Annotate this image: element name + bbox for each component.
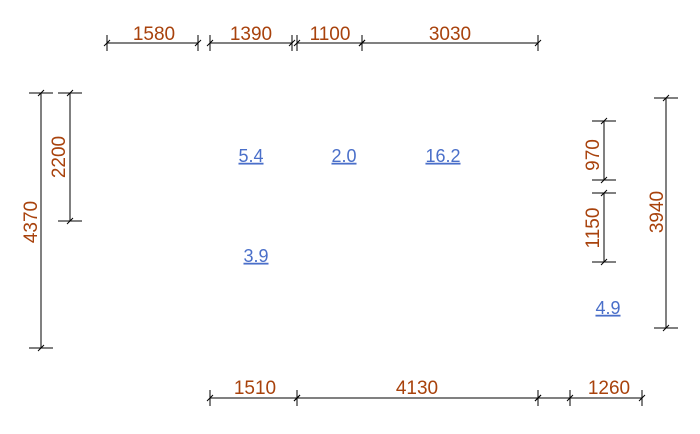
tick-slash [600, 176, 608, 184]
tick-slash [534, 394, 542, 402]
dimension-label: 1100 [310, 24, 351, 45]
dimension-label: 1150 [583, 208, 604, 249]
value-link[interactable]: 3.9 [243, 246, 268, 266]
dimension-label: 2200 [49, 136, 70, 178]
tick-slash [638, 394, 646, 402]
tick-slash [358, 39, 366, 47]
tick-slash [66, 217, 74, 225]
dimension-label: 970 [583, 139, 604, 171]
tick-slash [288, 39, 296, 47]
tick-slash [662, 324, 670, 332]
tick-slash [206, 394, 214, 402]
dimension-label: 1390 [230, 24, 272, 45]
tick-slash [103, 39, 111, 47]
tick-slash [600, 117, 608, 125]
tick-slash [194, 39, 202, 47]
tick-slash [600, 189, 608, 197]
tick-slash [293, 394, 301, 402]
dimension-label: 3940 [647, 191, 668, 233]
tick-slash [662, 94, 670, 102]
tick-slash [37, 89, 45, 97]
tick-slash [534, 39, 542, 47]
tick-slash [206, 39, 214, 47]
tick-slash [66, 89, 74, 97]
tick-slash [600, 258, 608, 266]
dimension-label: 3030 [429, 24, 471, 45]
value-link[interactable]: 2.0 [331, 146, 356, 166]
dimension-label: 4130 [396, 378, 438, 399]
dimension-label: 1260 [588, 378, 630, 399]
value-link[interactable]: 16.2 [425, 146, 460, 166]
tick-slash [37, 344, 45, 352]
value-link[interactable]: 5.4 [238, 146, 263, 166]
dimension-label: 1580 [133, 24, 175, 45]
dimension-label: 1510 [234, 378, 276, 399]
dimension-label: 4370 [21, 201, 42, 243]
tick-slash [293, 39, 301, 47]
value-link[interactable]: 4.9 [595, 298, 620, 318]
